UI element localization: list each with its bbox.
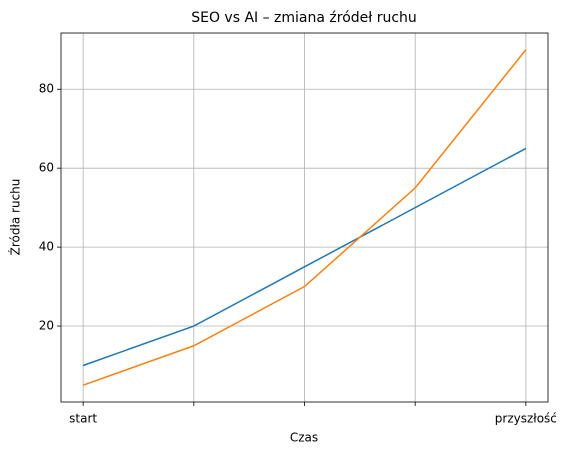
line (82, 49, 527, 386)
y-tick-label: 80 (39, 82, 54, 96)
plot-frame (60, 32, 549, 403)
y-axis-label: Źródła ruchu (8, 179, 23, 256)
y-tick-label: 60 (39, 161, 54, 175)
x-axis-label: Czas (290, 431, 318, 445)
y-tick-label: 20 (39, 319, 54, 333)
x-tick-label: przyszłość (495, 412, 557, 426)
line (82, 147, 527, 367)
chart-title: SEO vs AI – zmiana źródeł ruchu (191, 10, 417, 26)
y-tick-label: 40 (39, 240, 54, 254)
x-tick-label: start (69, 412, 97, 426)
